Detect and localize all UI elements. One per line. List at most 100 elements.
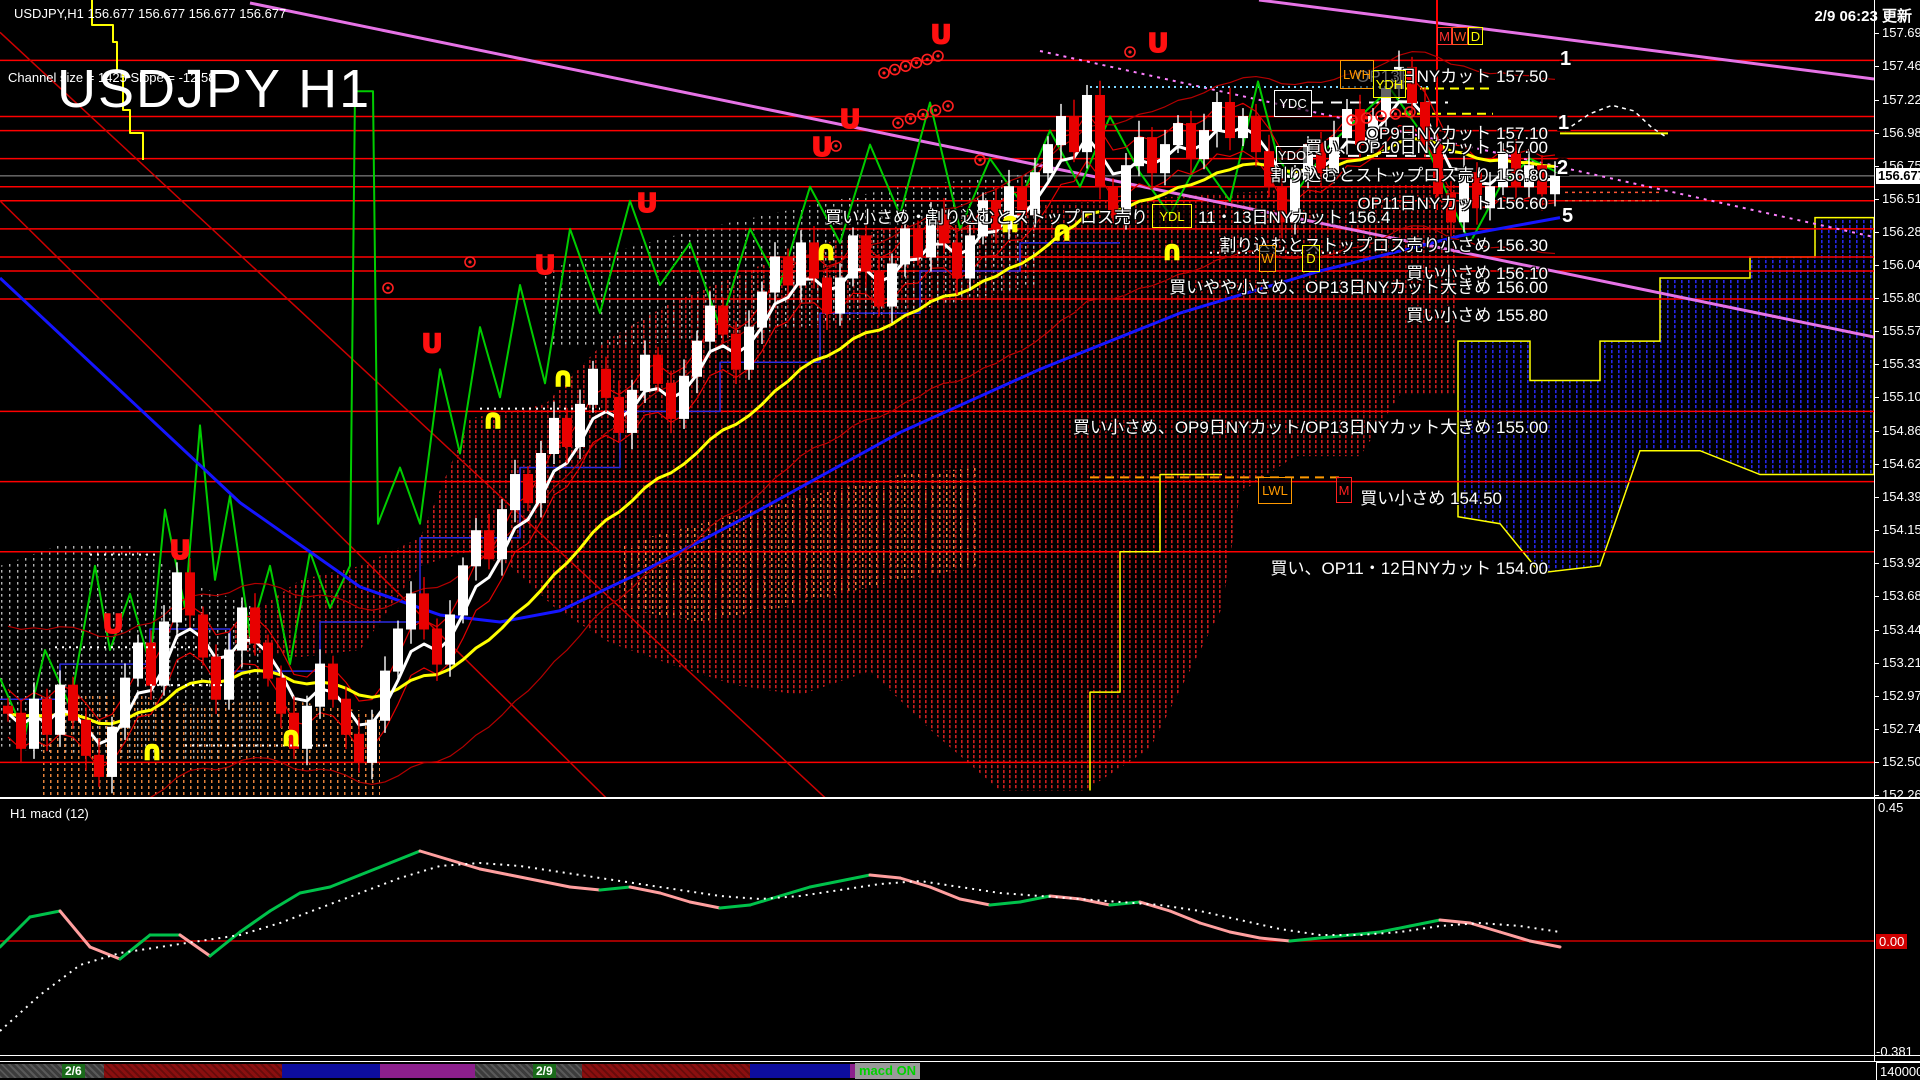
- price-axis-label: 154.155: [1882, 522, 1920, 538]
- timeline-segment[interactable]: [582, 1064, 750, 1078]
- macd-main-line: [388, 849, 422, 865]
- macd-toggle-button[interactable]: macd ON: [855, 1063, 921, 1079]
- indicator-zero-tag: 0.00: [1876, 934, 1908, 949]
- forecast-white-arc: [1564, 104, 1666, 137]
- axis-tick: [1874, 464, 1879, 466]
- object-label-w[interactable]: W: [1259, 245, 1276, 272]
- price-axis-label: 153.445: [1882, 621, 1920, 637]
- timeline-segment[interactable]: [0, 1064, 104, 1078]
- signal-dot-icon: [932, 50, 944, 62]
- price-annotation: 買いやや小さめ、OP13日NYカット大きめ 156.00: [1169, 277, 1548, 297]
- buy-signal-icon: ∩: [1051, 217, 1072, 247]
- signal-dot-icon: [914, 61, 919, 65]
- bottom-divider-1: [0, 1055, 1920, 1056]
- signal-dot-icon: [910, 56, 923, 69]
- price-axis-label: 156.280: [1882, 223, 1920, 239]
- signal-dot-icon: [834, 144, 838, 148]
- object-label-ydc[interactable]: YDC: [1274, 90, 1312, 117]
- macd-main-line: [1048, 894, 1082, 901]
- buy-signal-icon: ∩: [280, 723, 301, 753]
- green-zigzag: [0, 80, 1559, 736]
- object-label-lwl[interactable]: LWL: [1258, 477, 1292, 504]
- timeline-segment[interactable]: [282, 1064, 380, 1078]
- macd-indicator-panel[interactable]: [0, 800, 1874, 1062]
- axis-tick: [1874, 132, 1879, 134]
- macd-main-line: [508, 873, 542, 883]
- macd-main-line: [958, 897, 992, 907]
- timeline-segment[interactable]: [475, 1064, 582, 1078]
- price-axis-label: 152.505: [1882, 753, 1920, 769]
- axis-tick: [1874, 99, 1879, 101]
- timeline-bar[interactable]: 2/6 2/9: [0, 1062, 1920, 1080]
- macd-main-line: [1258, 936, 1292, 943]
- axis-border: [1874, 0, 1875, 1062]
- axis-tick: [1874, 662, 1879, 664]
- macd-main-line: [1378, 924, 1412, 934]
- price-annotation: 11・13日NYカット 156.4: [1198, 207, 1391, 227]
- signal-dot-icon: [899, 60, 912, 72]
- signal-dot-icon: [1389, 108, 1402, 120]
- magenta-dashed-trendline: [1039, 50, 1874, 238]
- sell-signal-icon: U: [421, 329, 442, 359]
- object-label-ydo[interactable]: YDO: [1276, 146, 1308, 164]
- macd-main-line: [1228, 930, 1262, 940]
- axis-tick: [1874, 596, 1879, 597]
- timeline-segment[interactable]: [380, 1064, 475, 1078]
- macd-signal-line: [0, 861, 1561, 1032]
- buy-signal-icon: ∩: [482, 405, 503, 435]
- signal-dot-icon: [921, 112, 925, 117]
- timeline-segment[interactable]: [750, 1064, 850, 1078]
- axis-tick: [1874, 198, 1879, 200]
- signal-dot-icon: [468, 260, 472, 264]
- last-updated-label: 2/9 06:23 更新: [1814, 8, 1912, 25]
- price-annotation: OP11日NYカット 156.60: [1357, 193, 1548, 213]
- macd-main-line: [928, 885, 962, 901]
- price-axis-label: 154.625: [1882, 456, 1920, 472]
- macd-main-line: [1138, 900, 1172, 913]
- wave-count-number: 5: [1562, 204, 1574, 227]
- macd-main-line: [1318, 933, 1352, 940]
- signal-dot-icon: [1364, 116, 1369, 120]
- price-annotation: 割り込むとストップロス売り 156.80: [1270, 165, 1548, 185]
- signal-dot-icon: [1350, 118, 1354, 122]
- macd-main-line: [1498, 930, 1532, 943]
- current-price-tag: 156.677: [1876, 167, 1920, 184]
- sell-signal-icon: U: [169, 536, 190, 566]
- macd-main-line: [178, 933, 212, 958]
- object-label-ydl[interactable]: YDL: [1152, 204, 1192, 228]
- chart-title: USDJPY H1: [57, 59, 372, 119]
- bottom-divider-2: [0, 1061, 1920, 1062]
- signal-dot-icon: [893, 68, 897, 72]
- signal-dot-icon: [929, 104, 942, 117]
- object-label-d[interactable]: D: [1468, 27, 1483, 45]
- macd-main-line: [838, 873, 872, 883]
- panel-divider[interactable]: [0, 797, 1920, 799]
- macd-main-line: [988, 900, 1022, 907]
- price-axis-label: 155.335: [1882, 356, 1920, 372]
- signal-dot-icon: [974, 154, 986, 166]
- timeline-segment[interactable]: [104, 1064, 282, 1078]
- object-label-w[interactable]: W: [1452, 27, 1468, 45]
- macd-main-line: [1408, 918, 1442, 928]
- wave-count-number: 1: [1558, 112, 1570, 135]
- signal-dot-icon: [978, 158, 982, 162]
- signal-dot-icon: [921, 53, 934, 66]
- channel-info-label: Channel size = 1425 Slope = -12.58: [8, 70, 216, 85]
- object-label-lwh[interactable]: LWH: [1340, 60, 1374, 89]
- axis-tick: [1874, 761, 1879, 763]
- price-axis-label: 154.390: [1882, 489, 1920, 505]
- signal-dot-icon: [888, 63, 901, 76]
- price-axis-label: 153.920: [1882, 555, 1920, 570]
- signal-dot-icon: [386, 286, 390, 290]
- axis-tick: [1874, 298, 1879, 300]
- macd-main-line: [448, 858, 482, 871]
- macd-main-line: [1468, 921, 1502, 934]
- price-axis-label: 155.570: [1882, 323, 1920, 339]
- object-label-d[interactable]: D: [1302, 245, 1320, 272]
- object-label-ydh[interactable]: YDH: [1373, 70, 1406, 98]
- object-label-m[interactable]: M: [1437, 27, 1452, 45]
- object-label-m[interactable]: M: [1336, 477, 1352, 503]
- signal-dot-icon: [896, 121, 900, 125]
- signal-dot-icon: [382, 282, 394, 294]
